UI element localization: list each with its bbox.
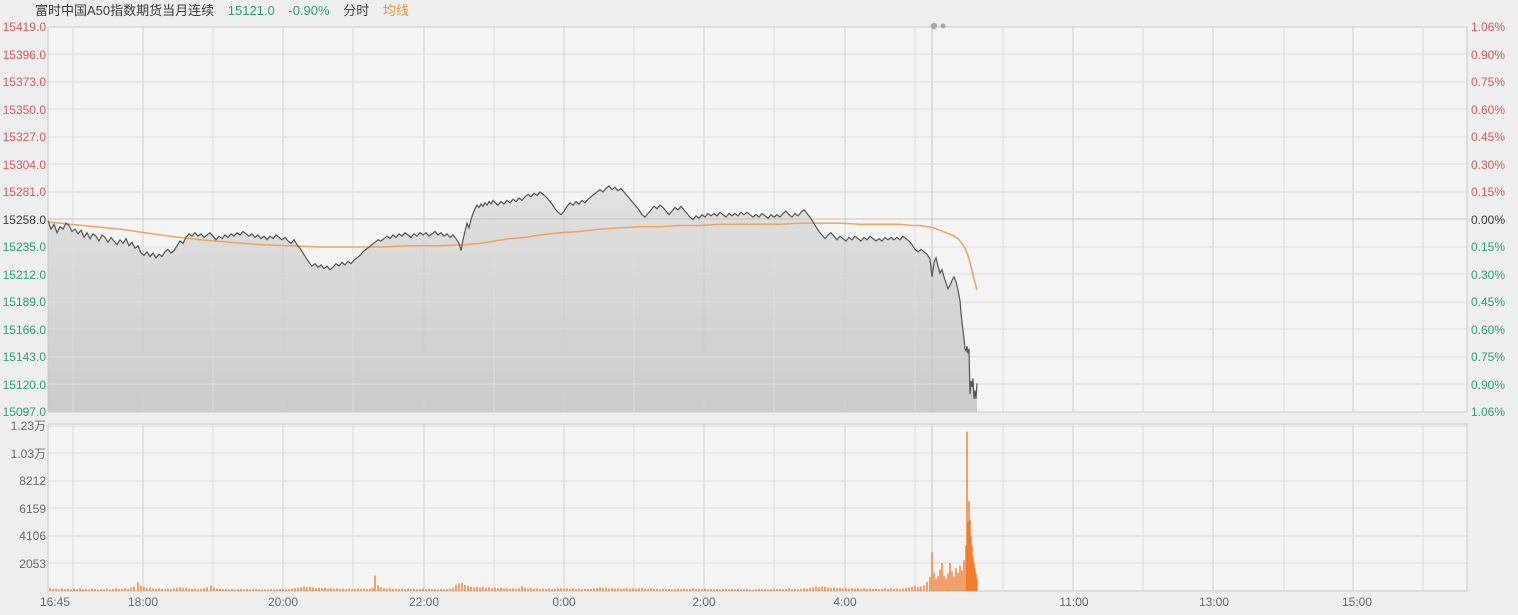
session-marker-dot[interactable] (940, 23, 946, 29)
price-change-percent: -0.90% (288, 3, 330, 18)
price-area-fill (48, 186, 977, 412)
price-line (47, 185, 978, 399)
volume-panel-border (47, 423, 1468, 592)
tab-average-line[interactable]: 均线 (382, 3, 409, 18)
price-panel-border (47, 26, 1468, 413)
session-marker-dot[interactable] (930, 22, 938, 30)
tab-minute[interactable]: 分时 (343, 3, 370, 18)
volume-bars (49, 431, 978, 591)
last-price: 15121.0 (227, 3, 275, 18)
chart-title: 富时中国A50指数期货当月连续 (35, 3, 215, 18)
ma-line (47, 221, 978, 291)
chart-header: 富时中国A50指数期货当月连续 15121.0 -0.90% 分时 均线 (35, 2, 419, 20)
